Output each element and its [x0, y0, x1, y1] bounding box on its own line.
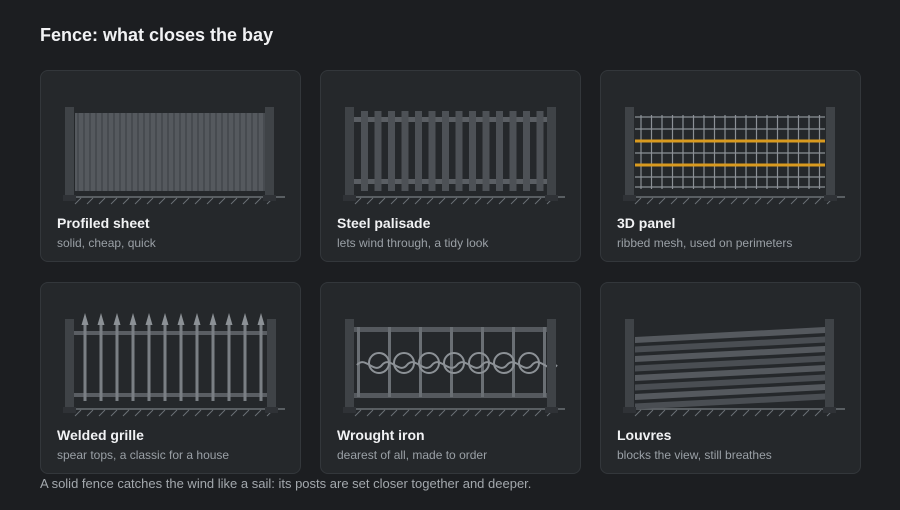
card-title: Wrought iron: [337, 427, 425, 443]
profiled-sheet-fence-icon: [63, 107, 285, 205]
card-subtitle: lets wind through, a tidy look: [337, 236, 489, 250]
card-louvres[interactable]: Louvres blocks the view, still breathes: [600, 282, 861, 474]
footnote: A solid fence catches the wind like a sa…: [40, 476, 532, 491]
card-profiled-sheet[interactable]: Profiled sheet solid, cheap, quick: [40, 70, 301, 262]
card-title: Louvres: [617, 427, 672, 443]
card-subtitle: blocks the view, still breathes: [617, 448, 772, 462]
welded-grille-fence-icon: [63, 313, 285, 417]
card-title: Profiled sheet: [57, 215, 150, 231]
steel-palisade-fence-icon: [343, 107, 565, 205]
card-wrought-iron[interactable]: Wrought iron dearest of all, made to ord…: [320, 282, 581, 474]
louvre-fence-icon: [623, 319, 845, 417]
3d-panel-fence-icon: [623, 107, 845, 205]
card-title: 3D panel: [617, 215, 676, 231]
card-steel-palisade[interactable]: Steel palisade lets wind through, a tidy…: [320, 70, 581, 262]
card-subtitle: spear tops, a classic for a house: [57, 448, 230, 462]
card-welded-grille[interactable]: Welded grille spear tops, a classic for …: [40, 282, 301, 474]
card-3d-panel[interactable]: 3D panel ribbed mesh, used on perimeters: [600, 70, 861, 262]
card-title: Welded grille: [57, 427, 144, 443]
card-subtitle: solid, cheap, quick: [57, 236, 156, 250]
wrought-iron-fence-icon: [343, 319, 565, 417]
card-title: Steel palisade: [337, 215, 431, 231]
page-title: Fence: what closes the bay: [40, 25, 274, 45]
card-subtitle: ribbed mesh, used on perimeters: [617, 236, 793, 250]
card-subtitle: dearest of all, made to order: [337, 448, 488, 462]
